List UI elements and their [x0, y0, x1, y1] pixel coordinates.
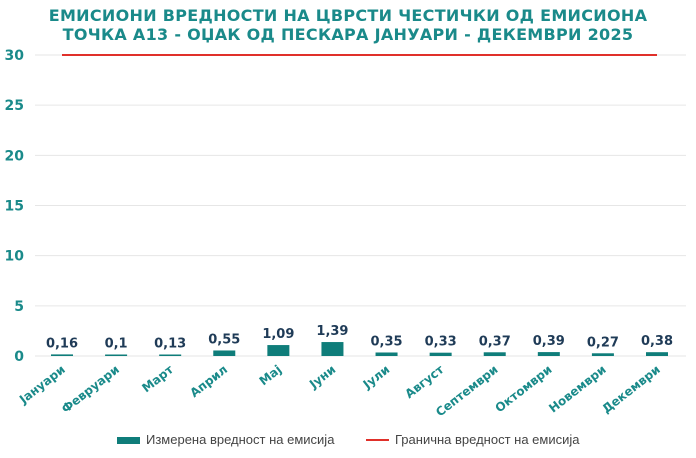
data-label: 0,33 — [425, 335, 457, 350]
y-tick-label: 5 — [14, 299, 24, 315]
bar — [483, 352, 506, 356]
data-label: 0,55 — [208, 332, 240, 347]
bar — [537, 352, 560, 356]
chart-title: ЕМИСИОНИ ВРЕДНОСТИ НА ЦВРСТИ ЧЕСТИЧКИ ОД… — [0, 6, 696, 44]
bar — [375, 352, 398, 356]
legend-label-limit: Гранична вредност на емисија — [395, 432, 580, 447]
x-tick-label: Август — [402, 362, 446, 401]
chart-title-line-2: ТОЧКА А13 - ОЏАК ОД ПЕСКАРА ЈАНУАРИ - ДЕ… — [62, 25, 634, 44]
data-label: 0,27 — [587, 335, 619, 350]
bar — [213, 350, 236, 356]
x-tick-label: Февруари — [59, 362, 122, 416]
x-tick-label: Новември — [546, 362, 609, 415]
x-tick-label: Април — [187, 362, 230, 400]
data-label: 0,38 — [641, 334, 673, 349]
x-tick-label: Јуни — [306, 362, 338, 392]
gridlines — [35, 54, 686, 357]
y-tick-label: 10 — [5, 249, 25, 265]
bar — [51, 354, 73, 356]
x-tick-label: Мај — [257, 362, 285, 388]
bar — [321, 342, 344, 356]
y-tick-label: 30 — [5, 48, 25, 64]
data-labels: 0,16 0,1 0,13 0,55 1,09 1,39 0,35 0,33 0,37 0,39 0… — [46, 324, 673, 351]
data-label: 0,16 — [46, 336, 78, 351]
data-label: 1,39 — [316, 324, 348, 339]
x-tick-label: Октомври — [492, 362, 554, 415]
bar — [267, 345, 290, 356]
y-axis: 0 5 10 15 20 25 30 — [5, 48, 25, 365]
x-tick-label: Март — [139, 362, 176, 395]
y-tick-label: 15 — [5, 199, 24, 215]
legend-swatch-measured — [117, 437, 140, 444]
y-tick-label: 0 — [14, 349, 24, 365]
bars — [51, 342, 668, 356]
data-label: 0,37 — [479, 334, 511, 349]
bar — [429, 352, 452, 356]
bar — [646, 352, 668, 356]
y-tick-label: 20 — [5, 148, 25, 164]
data-label: 1,09 — [262, 327, 294, 342]
chart-title-line-1: ЕМИСИОНИ ВРЕДНОСТИ НА ЦВРСТИ ЧЕСТИЧКИ ОД… — [48, 6, 648, 25]
y-tick-label: 25 — [5, 98, 24, 114]
legend-label-measured: Измерена вредност на емисија — [146, 432, 335, 447]
data-label: 0,35 — [371, 334, 403, 349]
bar — [159, 354, 182, 356]
x-tick-label: Декември — [599, 362, 662, 416]
data-label: 0,1 — [105, 337, 128, 352]
legend: Измерена вредност на емисија Гранична вр… — [117, 432, 580, 447]
data-label: 0,13 — [154, 337, 186, 352]
x-tick-label: Јануари — [16, 362, 68, 407]
data-label: 0,39 — [533, 334, 565, 349]
x-tick-label: Јули — [360, 362, 393, 392]
bar — [105, 354, 128, 356]
bar — [591, 353, 614, 356]
